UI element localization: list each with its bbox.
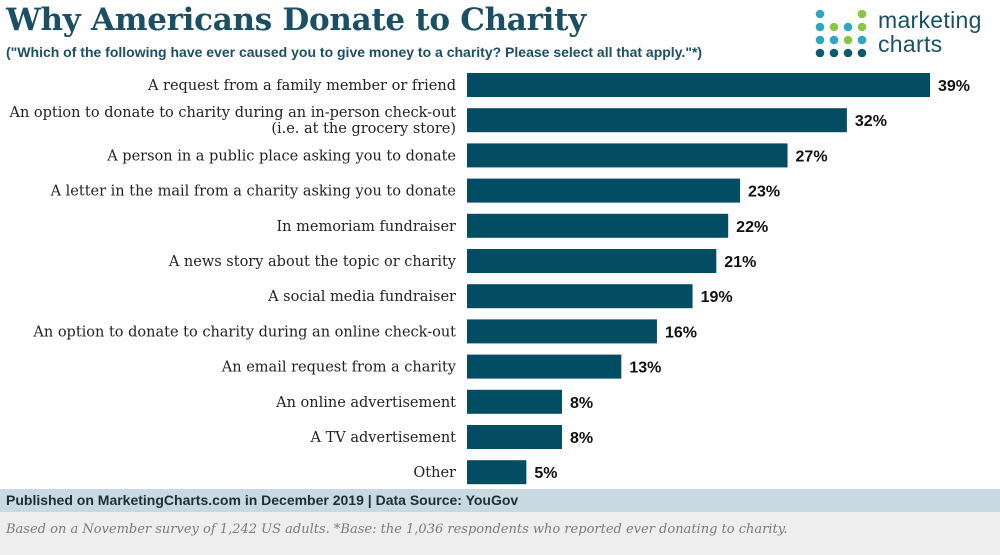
category-label: An online advertisement	[275, 395, 456, 411]
category-label-line: A news story about the topic or charity	[168, 254, 457, 270]
bar	[467, 284, 693, 309]
logo-dot	[843, 22, 853, 32]
logo-dot	[843, 35, 853, 45]
category-label-line: An option to donate to charity during an…	[8, 105, 456, 121]
logo-dot	[843, 48, 853, 57]
category-label-line: A TV advertisement	[310, 430, 457, 446]
bar	[467, 249, 717, 273]
logo-dot	[815, 9, 825, 19]
category-label-line: Other	[413, 465, 456, 481]
category-label: A letter in the mail from a charity aski…	[50, 184, 456, 200]
bar	[467, 213, 729, 238]
value-label: 21%	[724, 254, 756, 271]
bar	[467, 354, 622, 379]
logo-dot	[857, 48, 867, 57]
logo-dot	[857, 9, 867, 19]
logo-dot	[829, 48, 839, 57]
logo-dot	[815, 48, 825, 57]
value-label: 8%	[570, 395, 593, 412]
bar	[467, 319, 657, 344]
category-label: A social media fundraiser	[267, 289, 456, 305]
value-label: 13%	[629, 360, 661, 377]
value-label: 19%	[701, 289, 733, 306]
category-label: A TV advertisement	[310, 430, 457, 446]
chart-subtitle: ("Which of the following have ever cause…	[6, 44, 703, 60]
value-label: 39%	[938, 78, 970, 95]
survey-note: Based on a November survey of 1,242 US a…	[0, 512, 1000, 555]
chart-title: Why Americans Donate to Charity	[6, 2, 586, 38]
category-label-line: A request from a family member or friend	[147, 78, 456, 94]
bar	[467, 73, 930, 97]
category-label: An option to donate to charity during an…	[8, 105, 456, 137]
category-label-line: (i.e. at the grocery store)	[271, 121, 456, 137]
category-label: An email request from a charity	[221, 360, 457, 376]
value-label: 8%	[570, 430, 593, 447]
bar	[467, 389, 562, 414]
category-label-line: A letter in the mail from a charity aski…	[50, 184, 456, 200]
logo-dot	[829, 35, 839, 45]
category-label: A person in a public place asking you to…	[106, 148, 456, 164]
logo-text-line2: charts	[878, 31, 943, 57]
value-label: 5%	[534, 465, 557, 482]
category-label-line: A social media fundraiser	[267, 289, 456, 305]
category-label-line: In memoriam fundraiser	[276, 219, 456, 235]
source-footer: Published on MarketingCharts.com in Dece…	[0, 489, 1000, 512]
bar	[467, 143, 788, 168]
value-label: 16%	[665, 324, 697, 341]
category-label-line: An email request from a charity	[221, 360, 457, 376]
category-label: A request from a family member or friend	[147, 78, 456, 94]
category-label: Other	[413, 465, 456, 481]
category-label-line: An online advertisement	[275, 395, 456, 411]
value-label: 27%	[796, 148, 828, 165]
value-label: 32%	[855, 113, 887, 130]
logo-dot	[815, 35, 825, 45]
logo-dot	[815, 22, 825, 32]
marketing-charts-logo-icon	[815, 9, 867, 57]
marketing-charts-logo[interactable]: marketing charts	[878, 8, 998, 56]
category-label: An option to donate to charity during an…	[32, 324, 456, 340]
bar	[467, 108, 847, 133]
logo-dot	[829, 22, 839, 32]
category-label: In memoriam fundraiser	[276, 219, 456, 235]
category-label-line: An option to donate to charity during an…	[32, 324, 456, 340]
bar	[467, 178, 741, 203]
logo-dot	[857, 35, 867, 45]
value-label: 23%	[748, 184, 780, 201]
logo-text-line1: marketing	[878, 7, 982, 33]
category-label: A news story about the topic or charity	[168, 254, 457, 270]
bar-chart: A request from a family member or friend…	[8, 73, 970, 485]
category-label-line: A person in a public place asking you to…	[106, 148, 456, 164]
bar	[467, 425, 562, 449]
value-label: 22%	[736, 219, 768, 236]
logo-dot	[857, 22, 867, 32]
bar	[467, 460, 527, 485]
